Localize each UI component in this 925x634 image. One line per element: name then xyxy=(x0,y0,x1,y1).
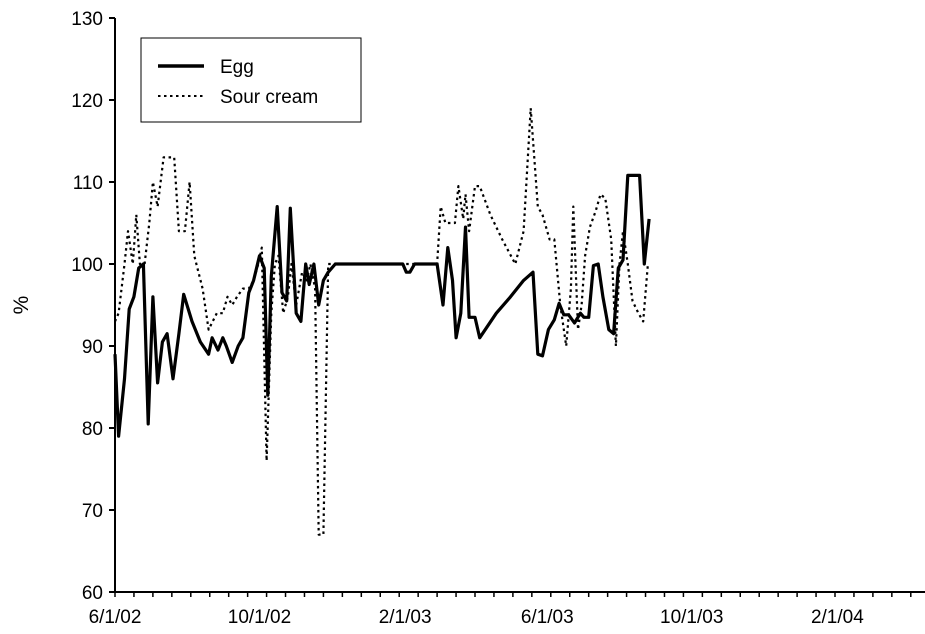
x-ticks: 6/1/02 10/1/02 2/1/03 6/1/03 10/1/03 2/1/04 xyxy=(89,592,912,628)
legend-label-egg: Egg xyxy=(220,57,254,78)
x-tick-label: 6/1/03 xyxy=(521,607,574,628)
y-tick-label: 80 xyxy=(82,419,103,440)
x-tick-label: 10/1/02 xyxy=(228,607,291,628)
y-tick-label: 70 xyxy=(82,501,103,522)
y-axis: 60 70 80 90 100 110 120 130 % xyxy=(10,9,116,604)
y-tick-label: 110 xyxy=(73,173,103,194)
y-axis-label: % xyxy=(10,296,33,315)
y-ticks: 60 70 80 90 100 110 120 130 xyxy=(71,9,115,604)
y-tick-label: 60 xyxy=(82,583,103,604)
legend: Egg Sour cream xyxy=(140,37,362,123)
x-tick-label: 6/1/02 xyxy=(89,607,142,628)
y-tick-label: 90 xyxy=(82,337,103,358)
x-tick-label: 10/1/03 xyxy=(660,607,723,628)
plot-area xyxy=(113,107,651,536)
legend-box xyxy=(140,37,362,123)
series-line-egg xyxy=(113,173,651,438)
x-tick-label: 2/1/04 xyxy=(811,607,864,628)
x-tick-label: 2/1/03 xyxy=(379,607,432,628)
y-tick-label: 100 xyxy=(71,255,103,276)
series-line-sour-cream xyxy=(113,107,649,536)
y-tick-label: 120 xyxy=(71,91,103,112)
legend-label-sour-cream: Sour cream xyxy=(220,87,318,108)
x-axis: 6/1/02 10/1/02 2/1/03 6/1/03 10/1/03 2/1/04 xyxy=(89,591,925,628)
y-tick-label: 130 xyxy=(71,9,103,30)
